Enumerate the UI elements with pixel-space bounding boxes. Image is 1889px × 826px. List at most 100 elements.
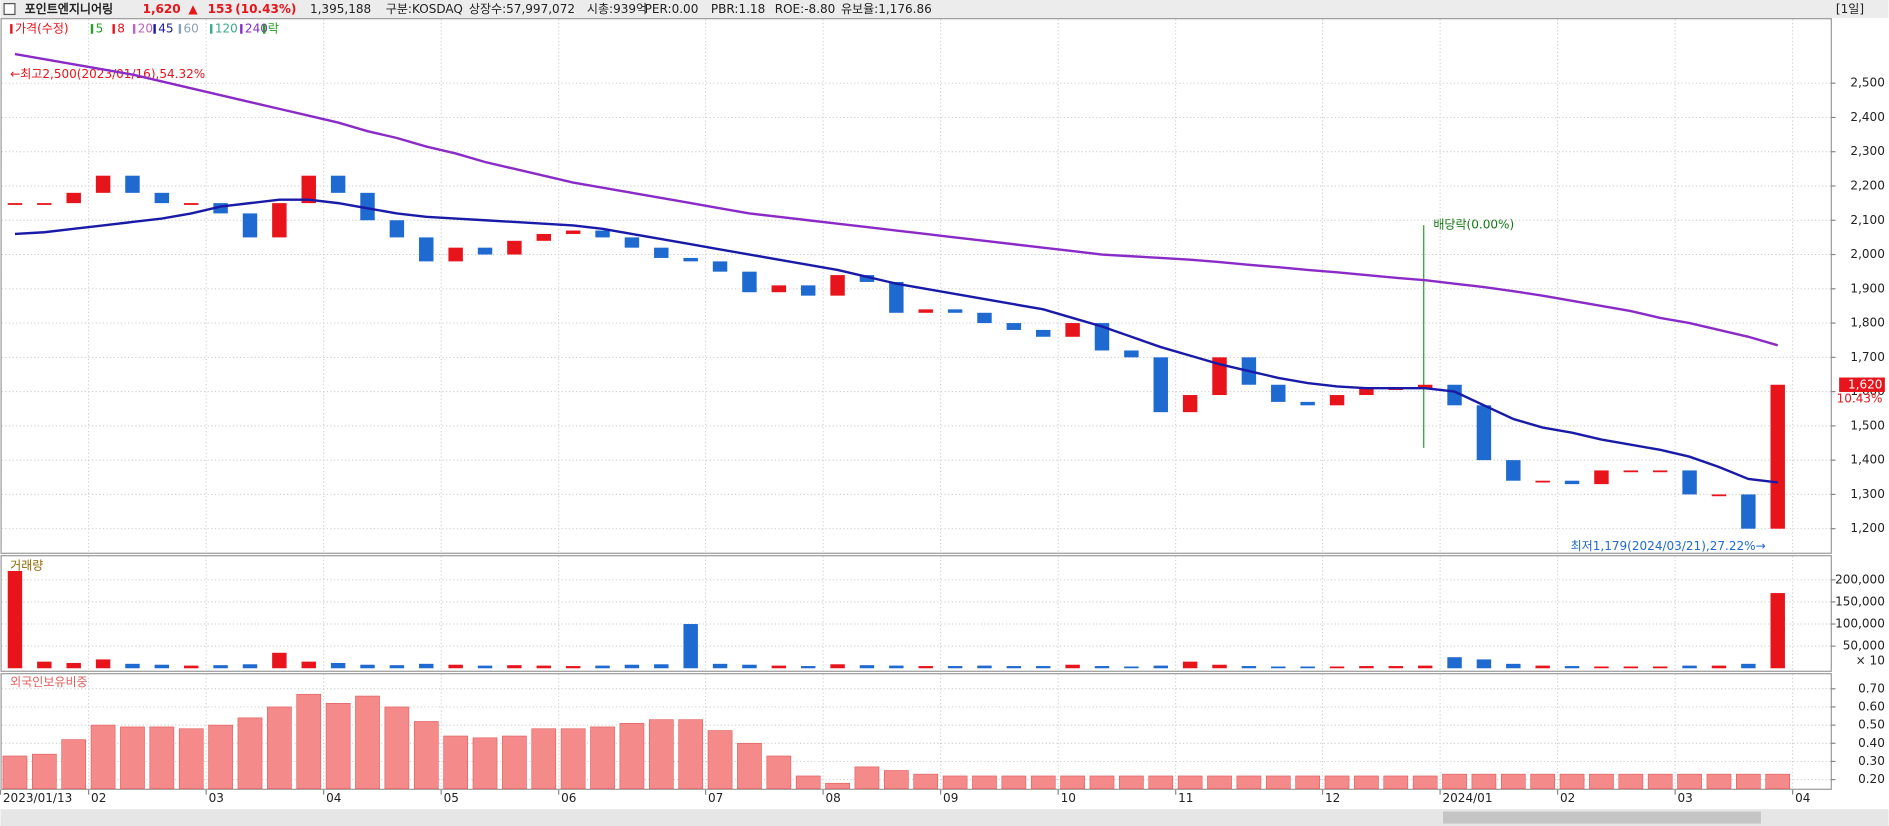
- volume-bar: [977, 665, 992, 669]
- volume-bar: [242, 664, 258, 669]
- candle: [1741, 494, 1756, 529]
- volume-bar: [1300, 666, 1315, 669]
- candle: [66, 192, 81, 204]
- volume-bar: [1271, 666, 1286, 669]
- candle: [595, 230, 610, 238]
- candle: [507, 240, 522, 255]
- foreign-bar: [1236, 775, 1262, 789]
- volume-bar: [712, 663, 728, 669]
- foreign-bar: [1148, 775, 1174, 789]
- volume-bar: [624, 664, 640, 669]
- foreign-bar: [883, 770, 909, 789]
- volume: 1,395,188: [310, 2, 371, 16]
- legend-swatch: [132, 24, 136, 34]
- candle: [242, 213, 258, 238]
- volume-bar: [859, 665, 875, 669]
- candle: [1153, 357, 1168, 413]
- candle: [448, 247, 463, 262]
- moving-average: [14, 52, 1779, 347]
- y-tick-label: 2,300: [1850, 144, 1884, 158]
- per: PER:0.00: [645, 2, 699, 16]
- checkbox[interactable]: [3, 3, 16, 16]
- legend-label: 가격(수정): [15, 21, 69, 35]
- candle: [1506, 460, 1521, 481]
- foreign-bar: [1471, 773, 1497, 789]
- x-tick-label: 04: [1795, 791, 1810, 805]
- volume-bar: [800, 666, 816, 669]
- candle: [742, 271, 757, 293]
- candle: [1271, 384, 1286, 402]
- legend-label: 240: [245, 21, 268, 35]
- volume-bar: [1153, 665, 1168, 669]
- volume-title: 거래량: [10, 558, 43, 572]
- volume-bar: [37, 661, 52, 669]
- volume-bar: [947, 666, 963, 669]
- legend-swatch: [262, 24, 266, 34]
- foreign-bar: [854, 766, 880, 789]
- volume-bar: [272, 652, 287, 669]
- candle: [1476, 405, 1492, 461]
- volume-bar: [1065, 664, 1080, 669]
- foreign-bar: [1530, 773, 1556, 789]
- volume-bar: [1417, 665, 1433, 669]
- foreign-bar: [737, 742, 762, 789]
- foreign-bar: [267, 706, 292, 789]
- volume-bar: [184, 665, 199, 669]
- candle: [1329, 395, 1345, 406]
- candle: [654, 247, 669, 258]
- foreign-bar: [707, 730, 733, 789]
- y-tick-label: 2,000: [1850, 247, 1884, 261]
- y-tick-label: 1,800: [1850, 316, 1884, 330]
- foreign-bar: [443, 735, 468, 789]
- y-tick-label: 2,400: [1850, 110, 1884, 124]
- y-tick-label: 2,200: [1850, 178, 1884, 192]
- candle: [1594, 470, 1609, 485]
- candle: [859, 275, 875, 282]
- reserve: 유보율:1,176.86: [841, 2, 932, 16]
- y-tick-label: 200,000: [1835, 572, 1885, 586]
- foreign-bar: [942, 775, 968, 789]
- foreign-bar: [1119, 775, 1144, 789]
- foreign-bar: [825, 782, 850, 789]
- volume-bar: [1741, 663, 1756, 669]
- candle: [1770, 384, 1785, 529]
- y-tick-label: 0.30: [1858, 754, 1885, 768]
- foreign-bar: [502, 735, 527, 789]
- volume-bar: [66, 662, 81, 669]
- candle: [771, 285, 787, 293]
- volume-bar: [1623, 666, 1639, 669]
- foreign-bar: [90, 724, 116, 789]
- candle: [1300, 401, 1315, 406]
- volume-bar: [7, 570, 23, 669]
- x-tick-label: 10: [1061, 791, 1076, 805]
- foreign-bar: [296, 693, 322, 789]
- candle: [947, 309, 963, 313]
- candle: [1036, 329, 1051, 337]
- scrollbar[interactable]: [0, 809, 1889, 826]
- candle: [1447, 384, 1462, 406]
- volume-bar: [830, 664, 845, 669]
- candle: [1182, 395, 1198, 413]
- volume-bar: [1535, 665, 1550, 669]
- period[interactable]: [1일]: [1836, 2, 1864, 16]
- volume-bar: [536, 665, 552, 669]
- foreign-bar: [1089, 775, 1115, 789]
- foreign-bar: [1354, 775, 1379, 789]
- legend-label: 60: [184, 21, 199, 35]
- scroll-thumb[interactable]: [1442, 811, 1761, 824]
- volume-bar: [1212, 664, 1227, 669]
- volume-bar: [213, 665, 228, 669]
- candle: [301, 175, 316, 204]
- foreign-bar: [1647, 773, 1673, 789]
- pbr: PBR:1.18: [711, 2, 765, 16]
- foreign-title: 외국인보유비중: [10, 675, 87, 689]
- foreign-bar: [208, 724, 233, 789]
- foreign-bar: [531, 728, 557, 789]
- foreign-bar: [178, 728, 204, 789]
- legend-label: 45: [158, 21, 173, 35]
- foreign-bar: [1412, 775, 1438, 789]
- volume-bar: [301, 661, 316, 669]
- y-tick-label: 0.70: [1858, 681, 1885, 695]
- candle: [683, 257, 698, 262]
- candle: [7, 203, 23, 205]
